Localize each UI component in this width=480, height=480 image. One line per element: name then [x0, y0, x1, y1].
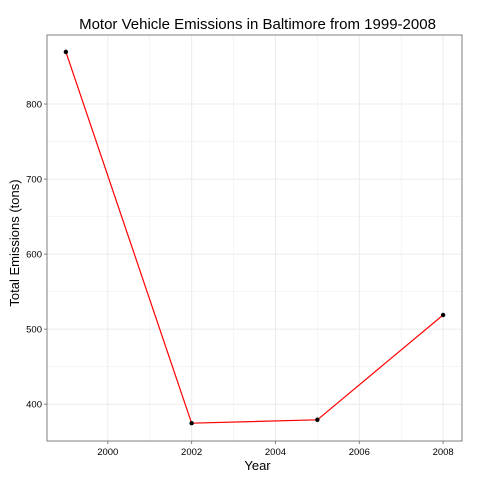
x-tick-label: 2008 [433, 447, 454, 458]
y-tick-label: 600 [26, 250, 42, 261]
y-tick-label: 500 [26, 325, 42, 336]
y-tick-label: 800 [26, 100, 42, 111]
x-tick-label: 2002 [181, 447, 202, 458]
x-tick-label: 2000 [97, 447, 118, 458]
x-axis-label: Year [244, 458, 271, 473]
x-tick-label: 2004 [265, 447, 286, 458]
data-point [315, 417, 320, 422]
y-axis-label: Total Emissions (tons) [7, 179, 22, 306]
series-line [65, 51, 444, 424]
y-tick-label: 400 [26, 400, 42, 411]
chart-title: Motor Vehicle Emissions in Baltimore fro… [79, 16, 436, 33]
data-point [63, 49, 69, 55]
data-point [440, 312, 446, 318]
data-point [189, 421, 194, 426]
x-tick-label: 2006 [349, 447, 370, 458]
y-tick-label: 700 [26, 175, 42, 186]
plot-panel-border [46, 34, 463, 442]
